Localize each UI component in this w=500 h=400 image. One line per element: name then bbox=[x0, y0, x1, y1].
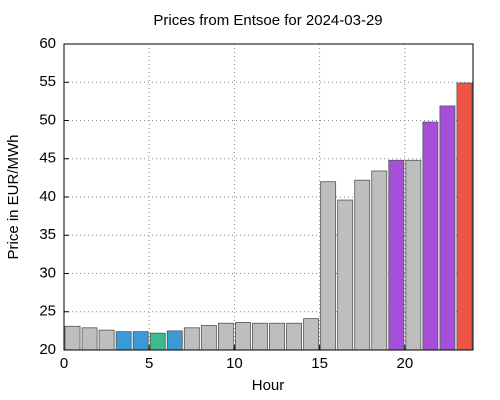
x-tick-label: 5 bbox=[145, 355, 153, 372]
x-tick-label: 20 bbox=[396, 355, 413, 372]
y-tick-label: 30 bbox=[39, 264, 56, 281]
bar bbox=[252, 322, 268, 351]
bar bbox=[388, 159, 405, 351]
y-tick-label: 40 bbox=[39, 188, 56, 205]
chart-title: Prices from Entsoe for 2024-03-29 bbox=[153, 12, 382, 29]
y-tick-label: 50 bbox=[39, 111, 56, 128]
y-tick-label: 35 bbox=[39, 226, 56, 243]
bar bbox=[64, 325, 81, 351]
x-tick-label: 15 bbox=[311, 355, 328, 372]
bar bbox=[286, 322, 302, 351]
x-axis-label: Hour bbox=[252, 377, 285, 394]
bar bbox=[98, 329, 115, 351]
bar bbox=[354, 179, 371, 351]
y-axis-label: Price in EUR/MWh bbox=[5, 134, 22, 259]
bar bbox=[166, 330, 183, 351]
bar bbox=[115, 331, 132, 351]
x-tick-label: 0 bbox=[60, 355, 68, 372]
bar bbox=[439, 105, 456, 351]
y-tick-label: 25 bbox=[39, 303, 56, 320]
bar bbox=[456, 82, 473, 351]
bar bbox=[422, 121, 439, 351]
y-tick-label: 55 bbox=[39, 73, 56, 90]
bar bbox=[337, 199, 354, 351]
bar bbox=[183, 327, 200, 351]
bar bbox=[320, 181, 337, 351]
x-tick-label: 10 bbox=[226, 355, 243, 372]
bar bbox=[303, 318, 320, 351]
bar bbox=[405, 159, 422, 351]
bar bbox=[81, 327, 98, 351]
bar bbox=[149, 332, 166, 351]
bar bbox=[132, 331, 149, 351]
y-tick-label: 60 bbox=[39, 35, 56, 52]
bar bbox=[269, 322, 285, 351]
bar bbox=[235, 322, 251, 351]
bar bbox=[371, 170, 388, 351]
y-tick-label: 45 bbox=[39, 150, 56, 167]
bar bbox=[217, 322, 234, 351]
bar bbox=[200, 325, 217, 351]
plot-frame bbox=[63, 43, 474, 351]
y-tick-label: 20 bbox=[39, 341, 56, 358]
